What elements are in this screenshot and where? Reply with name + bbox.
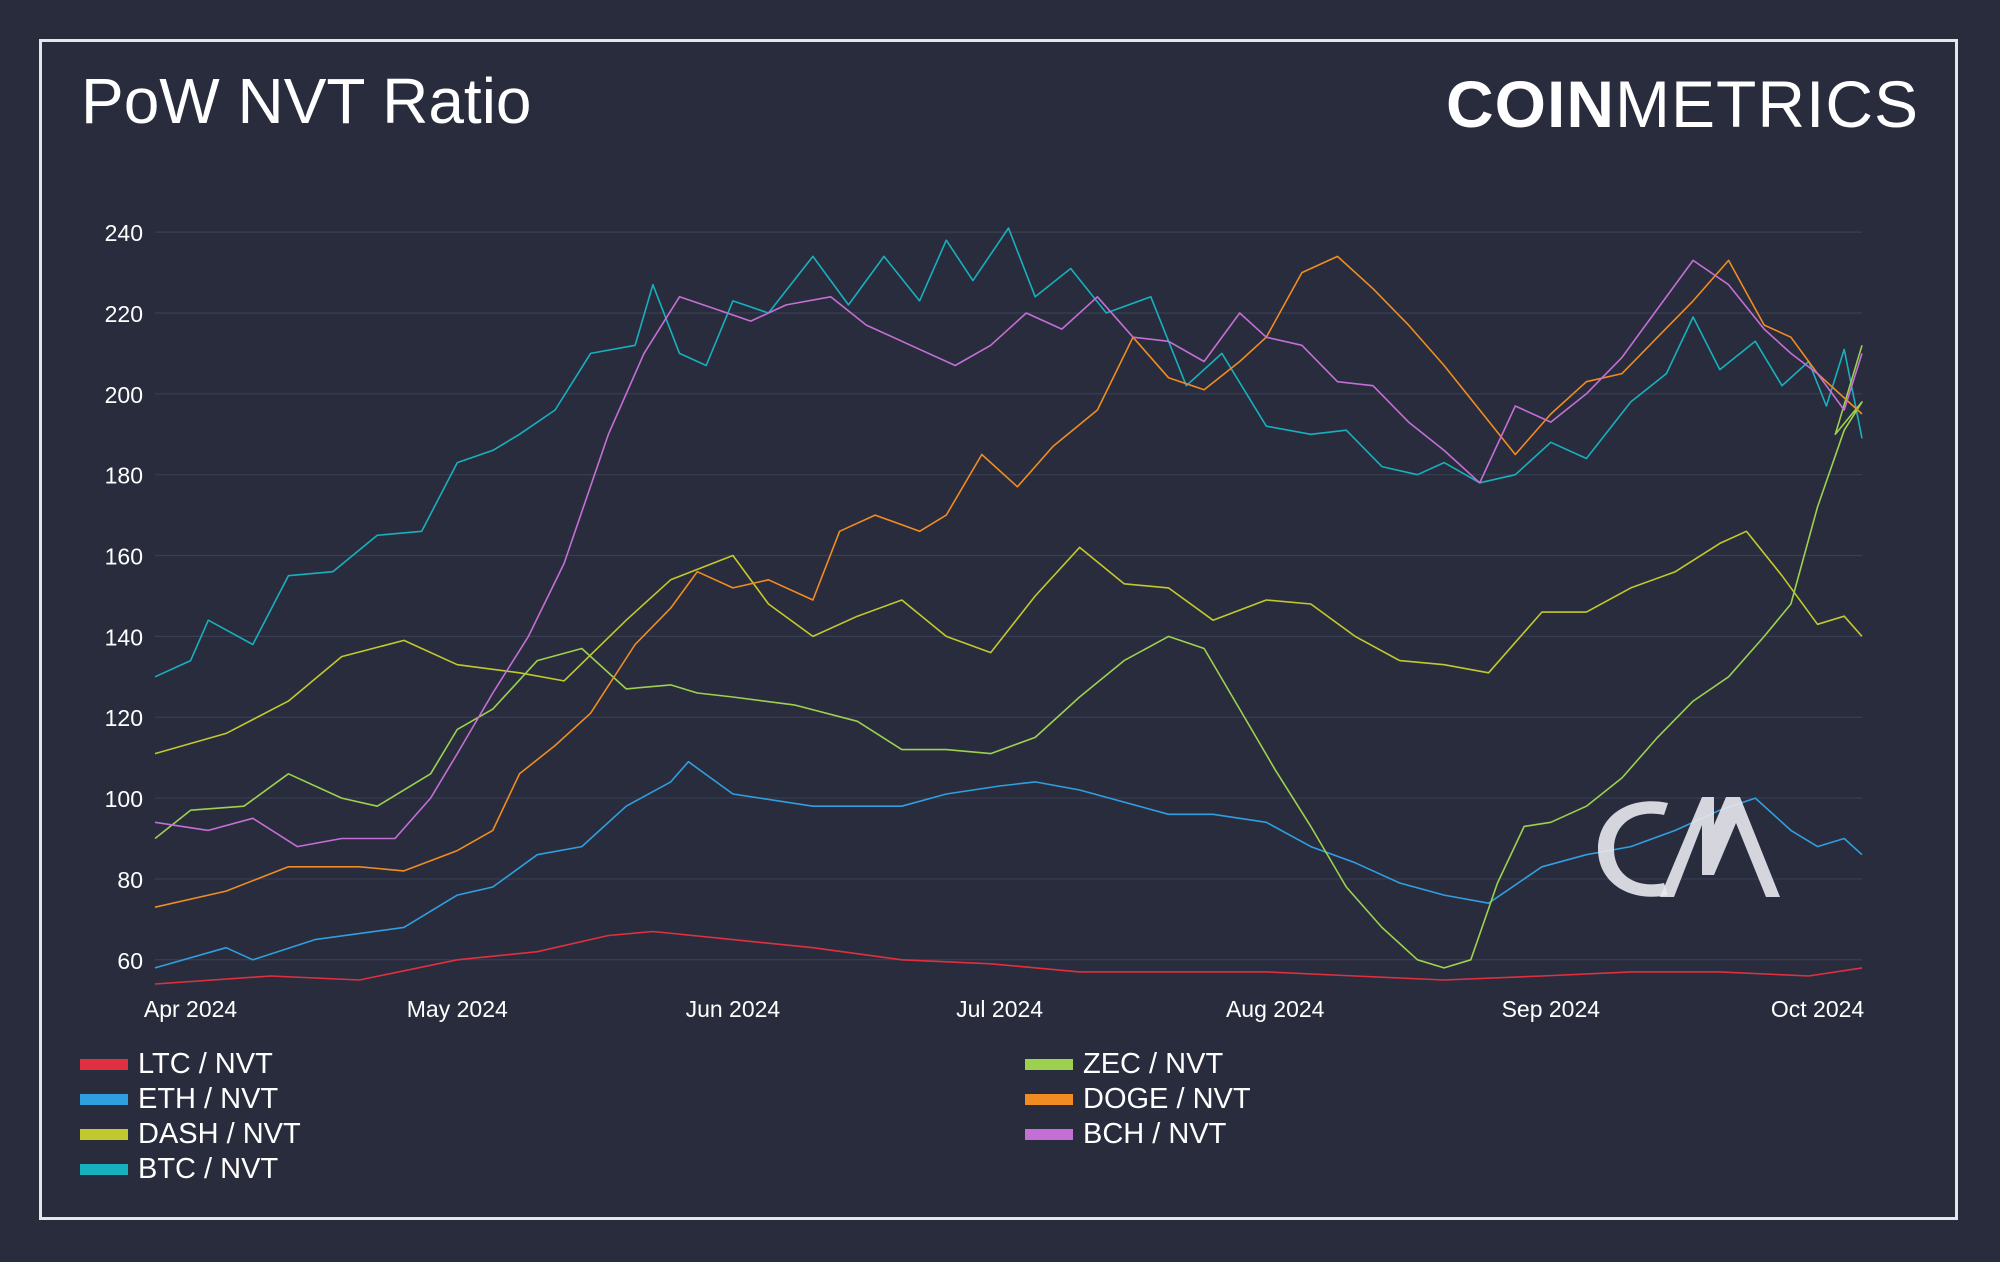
legend-item-bch[interactable]: BCH / NVT — [1025, 1118, 1226, 1150]
y-tick-label: 120 — [105, 705, 143, 731]
page-title: PoW NVT Ratio — [81, 65, 532, 137]
y-tick-label: 240 — [105, 220, 143, 246]
legend-label: DOGE / NVT — [1083, 1082, 1251, 1115]
legend-swatch — [1025, 1093, 1073, 1105]
chart-frame — [39, 39, 1958, 1220]
y-tick-label: 60 — [117, 948, 143, 974]
legend-label: DASH / NVT — [138, 1117, 301, 1150]
y-tick-label: 180 — [105, 463, 143, 489]
legend-item-doge[interactable]: DOGE / NVT — [1025, 1083, 1251, 1115]
y-tick-label: 160 — [105, 544, 143, 570]
legend-swatch — [80, 1093, 128, 1105]
series-line-doge — [154, 255, 1863, 908]
legend-label: ETH / NVT — [138, 1082, 279, 1115]
x-axis-ticks: Apr 2024 May 2024 Jun 2024 Jul 2024 Aug 2024… — [144, 996, 1865, 1022]
x-tick-label: Jun 2024 — [686, 996, 781, 1022]
x-tick-label: Jul 2024 — [956, 996, 1043, 1022]
series-line-bch — [154, 259, 1863, 848]
brand-logo-bold: COIN — [1446, 67, 1615, 141]
series-line-btc — [154, 227, 1863, 678]
y-tick-label: 80 — [117, 867, 143, 893]
legend-label: BTC / NVT — [138, 1152, 279, 1185]
cm-watermark-icon — [1598, 797, 1780, 897]
legend-item-dash[interactable]: DASH / NVT — [80, 1118, 301, 1150]
y-axis-ticks: 60 80 100 120 140 160 180 200 220 240 — [105, 220, 143, 974]
x-tick-label: May 2024 — [407, 996, 508, 1022]
series-line-dash — [154, 530, 1863, 755]
x-tick-label: Oct 2024 — [1771, 996, 1865, 1022]
legend-swatch — [1025, 1058, 1073, 1070]
grid-lines — [155, 231, 1862, 961]
legend-item-eth[interactable]: ETH / NVT — [80, 1083, 278, 1115]
brand-logo: COINMETRICS — [1446, 66, 1919, 142]
y-tick-label: 100 — [105, 786, 143, 812]
legend-item-ltc[interactable]: LTC / NVT — [80, 1048, 273, 1080]
x-tick-label: Aug 2024 — [1226, 996, 1325, 1022]
legend-swatch — [80, 1128, 128, 1140]
legend-swatch — [1025, 1128, 1073, 1140]
legend-swatch — [80, 1163, 128, 1175]
legend-swatch — [80, 1058, 128, 1070]
series-line-zec — [154, 345, 1863, 969]
legend-label: LTC / NVT — [138, 1047, 273, 1080]
series-line-eth — [154, 760, 1863, 969]
y-tick-label: 200 — [105, 382, 143, 408]
legend-item-btc[interactable]: BTC / NVT — [80, 1153, 278, 1185]
x-tick-label: Apr 2024 — [144, 996, 238, 1022]
series-line-ltc — [154, 930, 1863, 985]
legend-label: ZEC / NVT — [1083, 1047, 1224, 1080]
brand-logo-light: METRICS — [1615, 67, 1919, 141]
legend-item-zec[interactable]: ZEC / NVT — [1025, 1048, 1223, 1080]
legend-label: BCH / NVT — [1083, 1117, 1227, 1150]
y-tick-label: 220 — [105, 301, 143, 327]
series-lines — [154, 227, 1863, 985]
x-tick-label: Sep 2024 — [1502, 996, 1601, 1022]
y-tick-label: 140 — [105, 624, 143, 650]
